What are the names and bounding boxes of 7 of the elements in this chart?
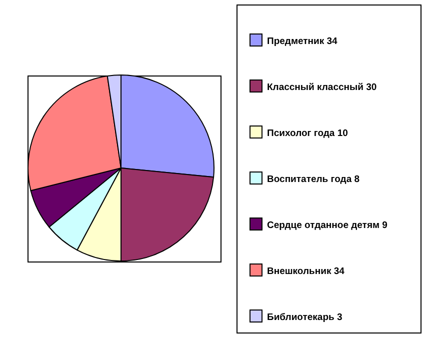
legend-label: Классный классный 30	[267, 82, 377, 93]
legend-label: Психолог года 10	[267, 128, 348, 139]
legend-label: Библиотекарь 3	[267, 312, 342, 323]
legend-label: Предметник 34	[267, 36, 338, 47]
legend-label: Сердце отданное детям 9	[267, 220, 388, 231]
legend-label: Внешкольник 34	[267, 266, 346, 277]
legend-label: Воспитатель года 8	[267, 174, 360, 185]
